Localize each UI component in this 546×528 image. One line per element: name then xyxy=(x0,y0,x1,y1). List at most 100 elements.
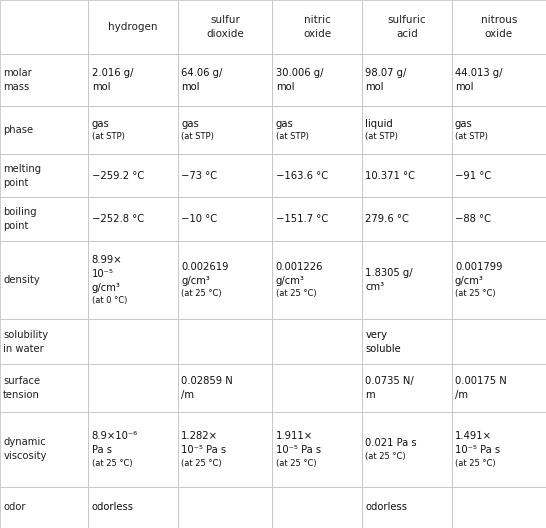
Text: 30.006 g/: 30.006 g/ xyxy=(276,68,323,78)
Bar xyxy=(452,241,546,319)
Text: −88 °C: −88 °C xyxy=(455,214,491,224)
Bar xyxy=(178,154,272,197)
Text: molar: molar xyxy=(3,68,32,78)
Bar xyxy=(362,106,452,154)
Bar xyxy=(362,241,452,319)
Bar xyxy=(88,106,178,154)
Text: g/cm³: g/cm³ xyxy=(276,276,305,286)
Text: mol: mol xyxy=(455,82,473,92)
Text: (at 25 °C): (at 25 °C) xyxy=(92,459,132,468)
Text: 10⁻⁵: 10⁻⁵ xyxy=(92,269,114,279)
Text: hydrogen: hydrogen xyxy=(109,22,158,32)
Bar xyxy=(0,487,88,528)
Bar xyxy=(88,319,178,364)
Text: very: very xyxy=(365,330,387,340)
Bar xyxy=(272,106,362,154)
Bar xyxy=(272,197,362,241)
Bar xyxy=(362,411,452,487)
Bar xyxy=(272,487,362,528)
Text: 0.001799: 0.001799 xyxy=(455,262,502,272)
Text: density: density xyxy=(3,275,40,285)
Bar xyxy=(178,0,272,54)
Text: gas: gas xyxy=(92,119,109,129)
Text: (at STP): (at STP) xyxy=(455,132,488,141)
Bar xyxy=(452,154,546,197)
Bar xyxy=(88,364,178,411)
Text: point: point xyxy=(3,177,28,187)
Text: −163.6 °C: −163.6 °C xyxy=(276,171,328,181)
Text: viscosity: viscosity xyxy=(3,451,46,461)
Text: g/cm³: g/cm³ xyxy=(455,276,484,286)
Text: 2.016 g/: 2.016 g/ xyxy=(92,68,133,78)
Bar xyxy=(452,197,546,241)
Bar xyxy=(272,0,362,54)
Bar xyxy=(0,364,88,411)
Text: (at 25 °C): (at 25 °C) xyxy=(276,459,316,468)
Bar xyxy=(0,106,88,154)
Text: liquid: liquid xyxy=(365,119,393,129)
Bar xyxy=(362,54,452,106)
Text: 0.00175 N: 0.00175 N xyxy=(455,376,507,386)
Text: 0.001226: 0.001226 xyxy=(276,262,323,272)
Text: −91 °C: −91 °C xyxy=(455,171,491,181)
Text: melting: melting xyxy=(3,164,41,174)
Text: (at 25 °C): (at 25 °C) xyxy=(181,459,222,468)
Text: acid: acid xyxy=(396,30,418,40)
Text: 10⁻⁵ Pa s: 10⁻⁵ Pa s xyxy=(455,446,500,456)
Bar xyxy=(88,411,178,487)
Bar xyxy=(0,241,88,319)
Bar xyxy=(88,0,178,54)
Bar xyxy=(452,364,546,411)
Bar xyxy=(452,411,546,487)
Bar xyxy=(362,364,452,411)
Bar xyxy=(178,54,272,106)
Text: point: point xyxy=(3,221,28,231)
Bar xyxy=(0,411,88,487)
Text: sulfuric: sulfuric xyxy=(388,15,426,25)
Text: in water: in water xyxy=(3,344,44,354)
Bar xyxy=(362,197,452,241)
Text: phase: phase xyxy=(3,125,33,135)
Bar xyxy=(178,197,272,241)
Text: −73 °C: −73 °C xyxy=(181,171,217,181)
Text: gas: gas xyxy=(181,119,199,129)
Bar xyxy=(88,154,178,197)
Text: /m: /m xyxy=(455,390,468,400)
Text: mol: mol xyxy=(181,82,200,92)
Text: mol: mol xyxy=(365,82,384,92)
Bar xyxy=(178,364,272,411)
Text: oxide: oxide xyxy=(303,30,331,40)
Text: (at 25 °C): (at 25 °C) xyxy=(455,289,496,298)
Bar xyxy=(88,487,178,528)
Text: gas: gas xyxy=(455,119,473,129)
Bar xyxy=(362,154,452,197)
Text: odorless: odorless xyxy=(365,503,407,513)
Text: 0.0735 N/: 0.0735 N/ xyxy=(365,376,414,386)
Text: −252.8 °C: −252.8 °C xyxy=(92,214,144,224)
Text: 44.013 g/: 44.013 g/ xyxy=(455,68,502,78)
Text: odor: odor xyxy=(3,503,26,513)
Text: mol: mol xyxy=(276,82,294,92)
Text: odorless: odorless xyxy=(92,503,134,513)
Text: tension: tension xyxy=(3,390,40,400)
Text: 0.002619: 0.002619 xyxy=(181,262,229,272)
Bar xyxy=(272,154,362,197)
Text: (at STP): (at STP) xyxy=(365,132,398,141)
Text: oxide: oxide xyxy=(485,30,513,40)
Bar xyxy=(362,319,452,364)
Text: 1.8305 g/: 1.8305 g/ xyxy=(365,268,413,278)
Text: cm³: cm³ xyxy=(365,282,384,292)
Text: (at STP): (at STP) xyxy=(181,132,214,141)
Text: −10 °C: −10 °C xyxy=(181,214,217,224)
Bar xyxy=(178,411,272,487)
Text: 10⁻⁵ Pa s: 10⁻⁵ Pa s xyxy=(181,446,227,456)
Text: 0.021 Pa s: 0.021 Pa s xyxy=(365,438,417,448)
Text: sulfur: sulfur xyxy=(210,15,240,25)
Text: 10.371 °C: 10.371 °C xyxy=(365,171,416,181)
Text: solubility: solubility xyxy=(3,330,49,340)
Text: (at 25 °C): (at 25 °C) xyxy=(276,289,316,298)
Text: −259.2 °C: −259.2 °C xyxy=(92,171,144,181)
Bar xyxy=(0,54,88,106)
Text: (at 25 °C): (at 25 °C) xyxy=(455,459,496,468)
Text: (at STP): (at STP) xyxy=(276,132,308,141)
